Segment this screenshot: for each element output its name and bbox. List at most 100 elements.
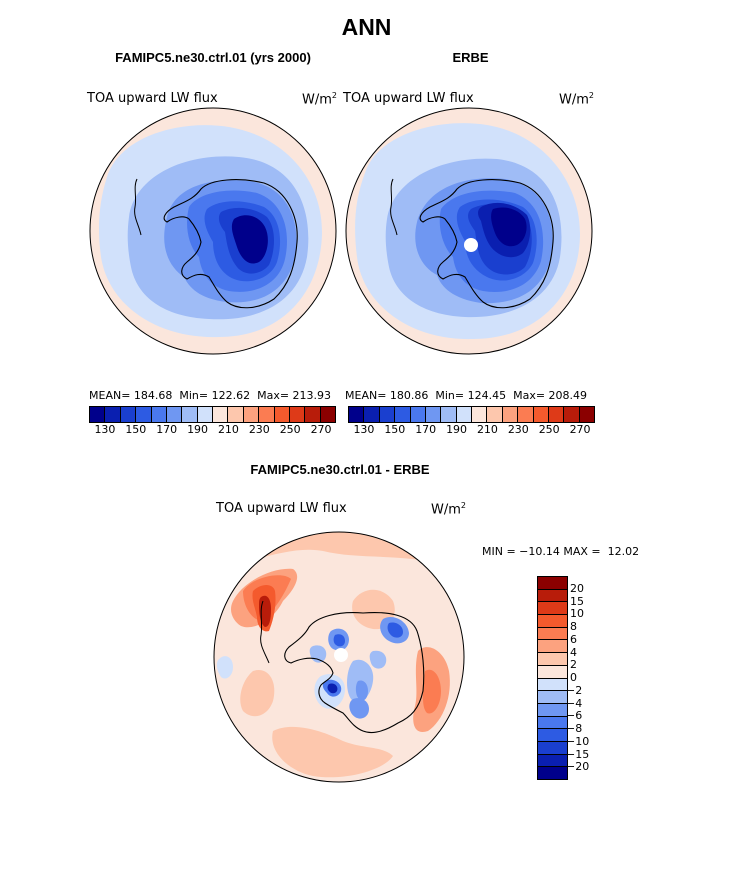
panel-1-units-base: W/m [302,92,332,108]
diff-south-america-tip [260,600,270,664]
colorbar-swatch-13 [289,407,306,422]
diff-band-6-east [423,669,441,714]
diff-colorbar-level-label: 10 [570,607,584,621]
diff-units-base: W/m [431,502,461,518]
colorbar-tick-label: 230 [507,423,529,436]
panel-1-antarctica-coastline [163,179,298,309]
diff-colorbar-level-label: −15 [566,747,590,761]
diff-band-neg4-interior-3 [355,680,368,701]
diff-antarctica-coastline [284,612,425,734]
colorbar-tick-label: 270 [569,423,591,436]
colorbar-tick-label: 130 [94,423,116,436]
diff-band-neg8-interior-2 [387,622,403,638]
figure-title: ANN [341,14,392,40]
diff-units: W/m2 [431,501,466,517]
colorbar-tick-label: 170 [415,423,437,436]
diff-band-neg4-interior-4 [349,698,369,719]
colorbar-swatch-7 [456,407,472,422]
diff-colorbar-level-label: −2 [566,683,583,697]
diff-band-neg2-interior-3 [369,650,387,669]
colorbar-swatch-13 [548,407,565,422]
panel-2-title: ERBE [452,50,489,65]
colorbar-swatch-4 [410,407,426,422]
panel-2-colorbar [348,406,595,423]
colorbar-swatch-9 [228,407,244,422]
colorbar-tick-label: 190 [187,423,209,436]
panel-2-polar-map [345,107,593,355]
panel-2-stats: MEAN= 180.86 Min= 124.45 Max= 208.49 [345,389,588,402]
diff-colorbar-level-label: 20 [570,581,584,595]
diff-colorbar-level-label: −8 [566,722,583,735]
panel-2-colorbar-ticks: 130 150 170 190 210 230 250 270 [348,423,595,437]
diff-colorbar-swatch-11 [538,716,567,730]
diff-map-border [213,531,465,783]
colorbar-tick-label: 210 [217,423,239,436]
diff-colorbar-level-label: −20 [566,760,590,774]
panel-2-map-border [345,107,593,355]
diff-colorbar-swatch-0 [538,577,567,590]
colorbar-tick-label: 130 [353,423,375,436]
diff-title: FAMIPC5.ne30.ctrl.01 - ERBE [250,462,430,477]
panel-1-units-exp: 2 [331,91,337,100]
diff-variable: TOA upward LW flux [216,501,347,516]
diff-band-2-southwest [240,670,275,717]
panel-2-units-base: W/m [559,92,589,108]
colorbar-swatch-6 [441,407,457,422]
colorbar-swatch-14 [564,407,580,422]
panel-2-variable: TOA upward LW flux [343,91,474,106]
colorbar-swatch-2 [379,407,396,422]
colorbar-swatch-6 [182,407,198,422]
panel-1-colorbar-ticks: 130 150 170 190 210 230 250 270 [89,423,336,437]
colorbar-swatch-1 [105,407,121,422]
panel-1-stats: MEAN= 184.68 Min= 122.62 Max= 213.93 [89,389,332,402]
colorbar-swatch-14 [305,407,321,422]
colorbar-swatch-2 [120,407,137,422]
panel-1-south-america-tip [134,178,142,236]
colorbar-swatch-12 [274,407,290,422]
diff-colorbar-swatch-13 [538,741,567,755]
diff-colorbar-level-label: −6 [566,709,583,723]
diff-units-exp: 2 [460,501,466,510]
colorbar-swatch-9 [487,407,503,422]
diff-band-neg8-interior-1 [333,634,345,647]
panel-1-map-border [89,107,337,355]
diff-colorbar-swatch-3 [538,615,567,628]
colorbar-swatch-12 [533,407,549,422]
panel-1-band-130 [231,215,268,264]
diff-colorbar-labels: 20 15 10 8 6 4 2 0 −2 −4 −6 −8 −10 −15 −20 [566,576,630,780]
colorbar-tick-label: 150 [125,423,147,436]
colorbar-swatch-8 [472,407,488,422]
diff-colorbar-level-label: 8 [570,620,577,633]
diff-colorbar-swatch-14 [538,754,567,768]
panel-1-variable: TOA upward LW flux [87,91,218,106]
diff-colorbar-swatch-4 [538,627,567,641]
diff-band-neg15-interior [327,683,338,694]
panel-1-title: FAMIPC5.ne30.ctrl.01 (yrs 2000) [115,50,311,65]
colorbar-swatch-15 [579,407,594,422]
panel-2-units: W/m2 [559,91,594,107]
colorbar-swatch-10 [502,407,519,422]
diff-colorbar-level-label: −4 [566,696,583,710]
colorbar-swatch-11 [259,407,275,422]
diff-missing-data-pole [334,648,348,662]
diff-colorbar-swatch-6 [538,653,567,666]
diff-band-2-south [272,726,393,778]
colorbar-swatch-8 [213,407,229,422]
colorbar-swatch-3 [136,407,152,422]
diff-colorbar-level-label: −10 [566,734,590,748]
colorbar-swatch-15 [320,407,335,422]
colorbar-tick-label: 230 [248,423,270,436]
diff-colorbar-level-label: 0 [570,671,577,684]
colorbar-tick-label: 210 [476,423,498,436]
diff-colorbar-swatch-5 [538,640,567,654]
colorbar-tick-label: 270 [310,423,332,436]
panel-1-colorbar [89,406,336,423]
diff-colorbar-swatch-15 [538,767,567,779]
panel-1-polar-map [89,107,337,355]
diff-colorbar-swatch-10 [538,703,567,717]
panel-2-missing-data-pole [464,238,478,252]
diff-colorbar-level-label: 4 [570,645,577,659]
diff-colorbar-swatch-8 [538,678,567,692]
diff-colorbar [537,576,568,780]
panel-2-antarctica-coastline [419,179,554,309]
